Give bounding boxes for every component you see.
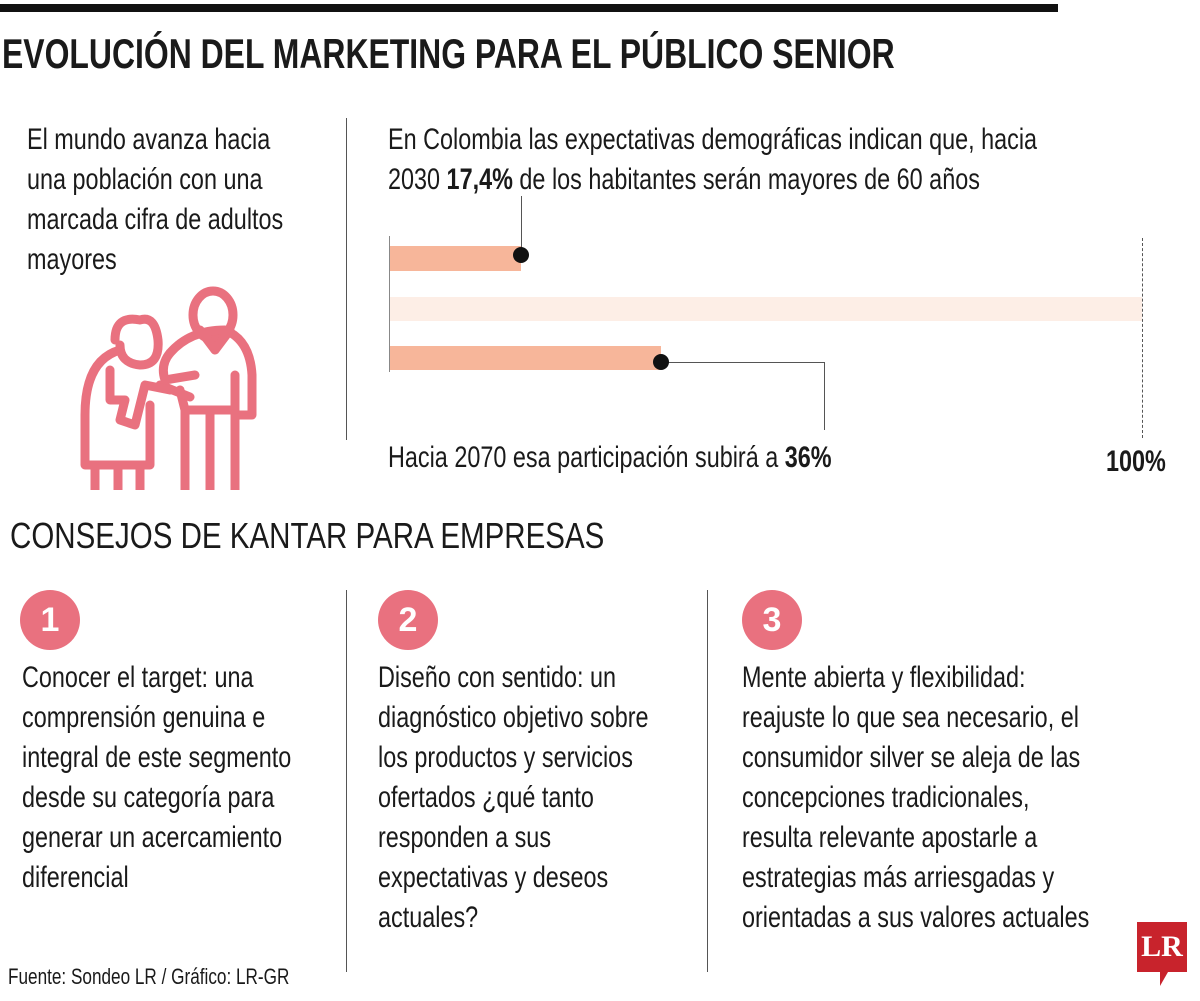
stat-top-line1: En Colombia las expectativas demográfica… bbox=[388, 123, 1038, 156]
tip-line: expectativas y deseos bbox=[378, 861, 609, 894]
intro-line: marcada cifra de adultos bbox=[27, 203, 284, 236]
marker-2070 bbox=[652, 354, 669, 370]
tip-line: ofertados ¿qué tanto bbox=[378, 781, 594, 814]
tip-line: desde su categoría para bbox=[22, 781, 275, 814]
bar-total bbox=[390, 297, 1142, 321]
stat-bottom: Hacia 2070 esa participación subirá a 36… bbox=[388, 438, 832, 478]
logo-text: LR bbox=[1141, 930, 1183, 963]
tip-line: diferencial bbox=[22, 861, 129, 894]
tip-line: responden a sus bbox=[378, 821, 552, 854]
tip-line: estrategias más arriesgadas y bbox=[742, 861, 1055, 894]
tip-heading: Conocer el target: bbox=[22, 661, 209, 694]
connector-2030 bbox=[520, 196, 522, 254]
divider bbox=[346, 590, 347, 972]
tip-line: orientadas a sus valores actuales bbox=[742, 901, 1090, 934]
tip-number-badge: 1 bbox=[20, 590, 80, 650]
divider bbox=[707, 590, 708, 972]
stat-text: Hacia 2070 esa participación subirá a bbox=[388, 441, 785, 474]
tip-line: reajuste lo que sea necesario, el bbox=[742, 701, 1079, 734]
tip-heading: Diseño con sentido: bbox=[378, 661, 584, 694]
elderly-couple-icon bbox=[80, 286, 257, 490]
stat-2030-value: 17,4% bbox=[446, 163, 513, 196]
chart-axis bbox=[389, 236, 390, 372]
tip-number-badge: 3 bbox=[742, 590, 802, 650]
lr-logo: LR bbox=[1137, 922, 1187, 972]
intro-line: mayores bbox=[27, 243, 117, 276]
tip-line: diagnóstico objetivo sobre bbox=[378, 701, 649, 734]
intro-line: una población con una bbox=[27, 163, 263, 196]
stat-text: 2030 bbox=[388, 163, 447, 196]
tip-line: actuales? bbox=[378, 901, 479, 934]
stat-top-line2: 2030 17,4% de los habitantes serán mayor… bbox=[388, 160, 980, 200]
tip-line: los productos y servicios bbox=[378, 741, 633, 774]
tip-text: una bbox=[208, 661, 254, 694]
divider bbox=[346, 118, 347, 440]
tip-line: consumidor silver se aleja de las bbox=[742, 741, 1081, 774]
page-title: EVOLUCIÓN DEL MARKETING PARA EL PÚBLICO … bbox=[2, 30, 895, 77]
connector-2070 bbox=[660, 362, 825, 430]
marker-2030 bbox=[512, 247, 529, 263]
tip-line: integral de este segmento bbox=[22, 741, 292, 774]
tip-line: resulta relevante apostarle a bbox=[742, 821, 1038, 854]
top-rule bbox=[0, 4, 1058, 12]
tip-line: comprensión genuina e bbox=[22, 701, 266, 734]
intro-line: El mundo avanza hacia bbox=[27, 123, 271, 156]
max-dashed-line bbox=[1142, 238, 1143, 438]
tip-line: Conocer el target: una bbox=[22, 658, 254, 698]
stat-text: de los habitantes serán mayores de 60 añ… bbox=[512, 163, 980, 196]
section-title: CONSEJOS DE KANTAR PARA EMPRESAS bbox=[10, 515, 605, 556]
tip-text: un bbox=[583, 661, 617, 694]
tip-line: concepciones tradicionales, bbox=[742, 781, 1030, 814]
footer-source: Fuente: Sondeo LR / Gráfico: LR-GR bbox=[8, 964, 290, 989]
tip-heading: Mente abierta y flexibilidad: bbox=[742, 661, 1026, 694]
tip-line: generar un acercamiento bbox=[22, 821, 283, 854]
lr-logo-tail bbox=[1160, 972, 1168, 986]
tip-line: Diseño con sentido: un bbox=[378, 658, 616, 698]
tip-line: Mente abierta y flexibilidad: bbox=[742, 658, 1026, 698]
stat-2070-value: 36% bbox=[784, 441, 832, 474]
bar-2070 bbox=[390, 346, 661, 370]
bar-2030 bbox=[390, 246, 521, 271]
tip-number-badge: 2 bbox=[378, 590, 438, 650]
max-label: 100% bbox=[1106, 445, 1166, 478]
